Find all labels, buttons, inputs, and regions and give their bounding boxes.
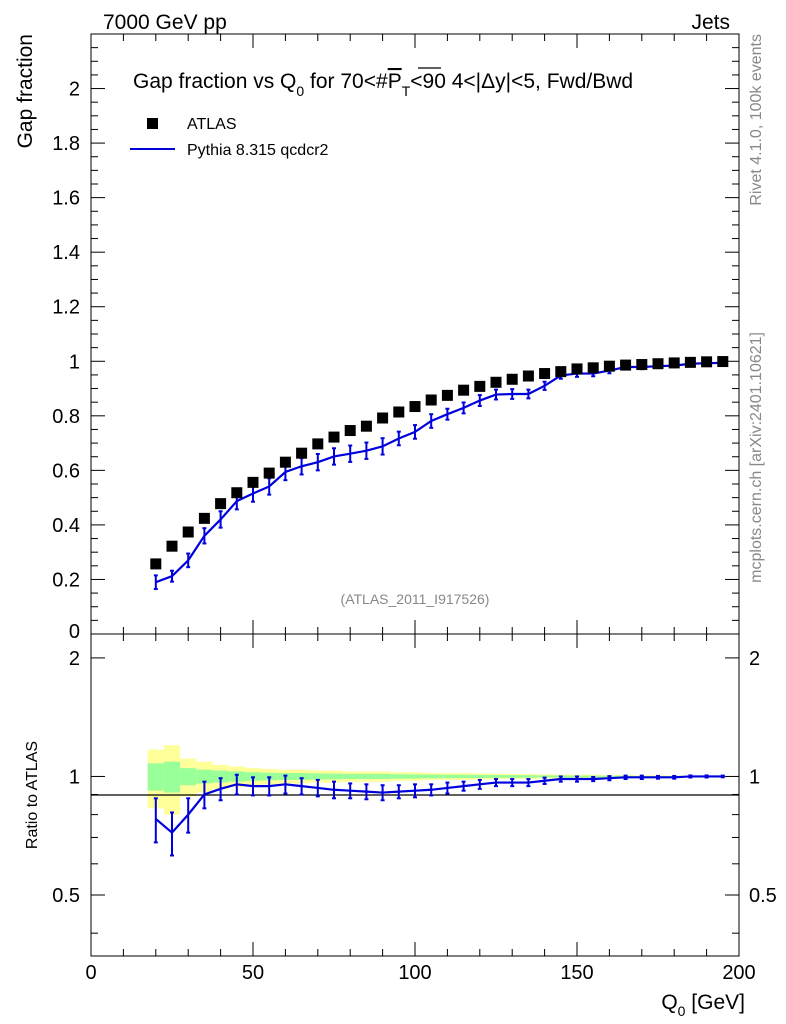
ratio-y-tick-label-right: 0.5 bbox=[749, 885, 777, 907]
data-point bbox=[636, 359, 648, 371]
data-point bbox=[247, 476, 259, 488]
data-point bbox=[474, 380, 486, 392]
main-y-tick-label: 0.4 bbox=[52, 515, 80, 537]
main-y-tick-label: 0.8 bbox=[52, 406, 80, 428]
data-point bbox=[312, 438, 324, 450]
data-point bbox=[652, 358, 664, 370]
data-point bbox=[620, 359, 632, 371]
rivet-label: Rivet 4.1.0, 100k events bbox=[748, 34, 765, 206]
ratio-band-inner bbox=[163, 761, 181, 793]
ratio-x-tick-label: 100 bbox=[398, 962, 431, 984]
data-point bbox=[490, 376, 502, 388]
ratio-band-inner bbox=[309, 773, 326, 780]
data-point bbox=[215, 498, 227, 510]
ratio-band-inner bbox=[536, 775, 553, 778]
data-point bbox=[717, 356, 729, 368]
main-y-tick-label: 1.4 bbox=[52, 242, 80, 264]
data-point bbox=[441, 389, 453, 401]
data-point bbox=[182, 526, 194, 538]
ratio-band-inner bbox=[487, 775, 505, 778]
mcplots-label: mcplots.cern.ch [arXiv:2401.10621] bbox=[748, 332, 765, 583]
ratio-y-label: Ratio to ATLAS bbox=[24, 741, 41, 849]
data-point bbox=[344, 425, 356, 437]
data-point bbox=[198, 512, 210, 524]
data-point bbox=[166, 540, 178, 552]
data-point bbox=[360, 420, 372, 432]
data-point bbox=[555, 366, 567, 378]
analysis-watermark: (ATLAS_2011_I917526) bbox=[341, 591, 490, 607]
main-y-tick-label: 2 bbox=[69, 79, 80, 101]
ratio-y-tick-label: 1 bbox=[69, 766, 80, 788]
ratio-band-inner bbox=[455, 774, 472, 779]
data-point bbox=[522, 370, 534, 382]
ratio-band-inner bbox=[471, 774, 488, 778]
data-point bbox=[296, 447, 308, 459]
data-point bbox=[231, 487, 243, 499]
ratio-band-inner bbox=[423, 774, 440, 779]
main-plot: 0.2 0.4 0.6 0.8 1 1.2 1.4 1.6 1.8 2 0 Gap fraction… bbox=[14, 33, 740, 643]
ratio-band-inner bbox=[358, 773, 375, 780]
main-y-tick-label: 1.6 bbox=[52, 188, 80, 210]
ratio-mc-line bbox=[155, 775, 723, 835]
ratio-band-inner bbox=[147, 763, 164, 791]
data-point bbox=[571, 363, 583, 375]
ratio-x-tick-label: 0 bbox=[85, 962, 96, 984]
main-y-tick-label: 1 bbox=[69, 351, 80, 373]
ratio-band-inner bbox=[293, 773, 310, 780]
data-point bbox=[150, 558, 162, 570]
ratio-x-tick-label: 150 bbox=[560, 962, 593, 984]
ratio-x-tick-label: 200 bbox=[722, 962, 755, 984]
ratio-band-inner bbox=[406, 774, 424, 779]
data-point bbox=[603, 360, 615, 372]
data-point bbox=[506, 373, 518, 385]
ratio-band-inner bbox=[504, 775, 521, 778]
ratio-y-tick-label: 2 bbox=[69, 648, 80, 670]
x-axis-label: Q0 [GeV] bbox=[661, 991, 745, 1019]
data-point bbox=[587, 362, 599, 374]
ratio-band-inner bbox=[520, 775, 537, 778]
data-point bbox=[279, 456, 291, 468]
energy-label: 7000 GeV pp bbox=[103, 11, 227, 34]
main-y-label: Gap fraction bbox=[14, 34, 37, 148]
ratio-y-tick-label: 0.5 bbox=[52, 885, 80, 907]
main-y-tick-label: 1.2 bbox=[52, 297, 80, 319]
ratio-band-inner bbox=[342, 773, 359, 780]
data-point bbox=[539, 368, 551, 380]
ratio-band-inner bbox=[212, 770, 229, 783]
data-point bbox=[668, 357, 680, 369]
data-point bbox=[684, 356, 696, 368]
ratio-band-inner bbox=[325, 773, 343, 780]
data-point bbox=[393, 406, 405, 418]
ratio-band-inner bbox=[180, 768, 197, 786]
ratio-band-inner bbox=[390, 774, 407, 779]
data-point bbox=[263, 467, 275, 479]
data-point bbox=[701, 356, 713, 368]
chart-title: Gap fraction vs Q0 for 70<#PT<90 4<|Δy|<… bbox=[133, 70, 633, 99]
data-point bbox=[409, 401, 421, 413]
data-point bbox=[328, 431, 340, 443]
main-y-tick-label: 0.6 bbox=[52, 460, 80, 482]
legend-marker-atlas bbox=[147, 118, 158, 129]
category-label: Jets bbox=[691, 11, 730, 34]
ratio-band-inner bbox=[439, 774, 456, 779]
main-y-tick-label: 1.8 bbox=[52, 133, 80, 155]
mc-line bbox=[155, 361, 723, 584]
main-y-tick-label: 0.2 bbox=[52, 569, 80, 591]
data-point bbox=[377, 412, 389, 424]
main-y-tick-label-zero: 0 bbox=[69, 621, 80, 643]
ratio-plot: 0.5 0.5 1 1 2 2 0 50 100 150 200 Ratio to ATLAS Q0… bbox=[24, 633, 777, 1019]
legend-label-pythia: Pythia 8.315 qcdcr2 bbox=[187, 142, 329, 159]
ratio-y-tick-label-right: 2 bbox=[749, 648, 760, 670]
ratio-x-tick-label: 50 bbox=[242, 962, 264, 984]
data-point bbox=[458, 384, 470, 396]
ratio-band-inner bbox=[196, 769, 213, 784]
ratio-band-inner bbox=[374, 773, 391, 780]
legend-label-atlas: ATLAS bbox=[187, 116, 237, 133]
ratio-y-tick-label-right: 1 bbox=[749, 766, 760, 788]
data-point bbox=[425, 394, 437, 406]
